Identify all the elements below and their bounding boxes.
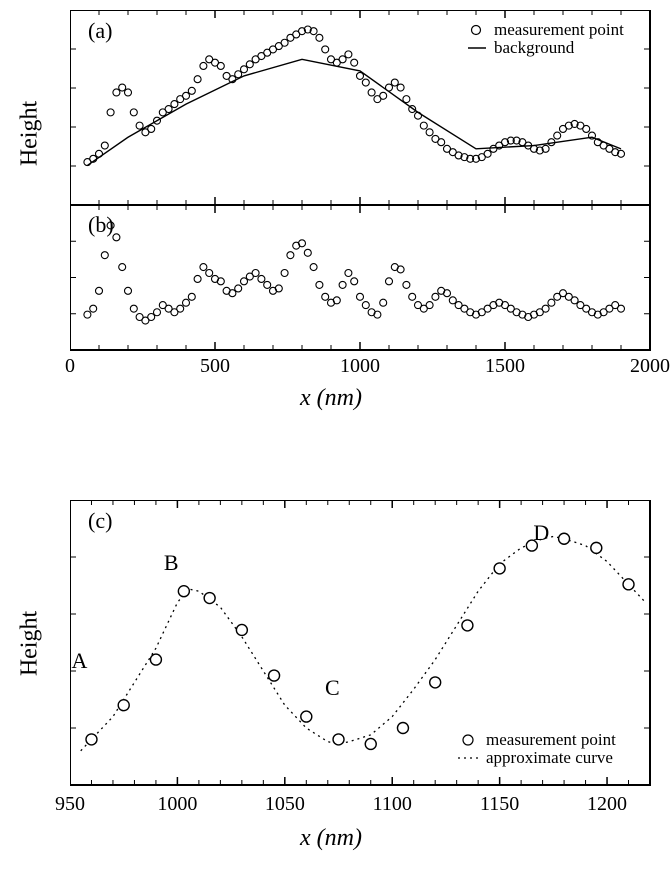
xtick-label: 500 xyxy=(193,355,237,378)
xtick-label: 1500 xyxy=(483,355,527,378)
panel-a-legend xyxy=(468,26,486,49)
xtick-label: 1200 xyxy=(582,793,632,816)
xtick-label: 1150 xyxy=(475,793,525,816)
y-axis-label-bottom: Height xyxy=(17,594,44,694)
point-label-b: B xyxy=(164,550,179,576)
legend-c-measurement: measurement point xyxy=(486,730,616,750)
xtick-label: 1050 xyxy=(260,793,310,816)
xtick-label: 1000 xyxy=(152,793,202,816)
xtick-label: 1100 xyxy=(367,793,417,816)
x-axis-label-bottom: x (nm) xyxy=(300,825,362,852)
panel-b-label: (b) xyxy=(88,212,114,238)
figure-bottom: Height (c) measurement point approximate… xyxy=(0,490,672,890)
xtick-label: 2000 xyxy=(628,355,672,378)
figure-top: Height (a) measurement point background … xyxy=(0,0,672,440)
xtick-label: 1000 xyxy=(338,355,382,378)
panel-a-label: (a) xyxy=(88,18,112,44)
point-label-d: D xyxy=(533,520,549,546)
panel-b-svg xyxy=(70,205,660,355)
panel-c-label: (c) xyxy=(88,508,112,534)
xtick-label: 0 xyxy=(48,355,92,378)
legend-c-approx: approximate curve xyxy=(486,748,613,768)
point-label-c: C xyxy=(325,675,340,701)
x-axis-label-top: x (nm) xyxy=(300,385,362,412)
xtick-label: 950 xyxy=(45,793,95,816)
point-label-a: A xyxy=(71,648,87,674)
legend-a-background: background xyxy=(494,38,574,58)
y-axis-label-top: Height xyxy=(17,84,44,184)
legend-a-measurement: measurement point xyxy=(494,20,624,40)
panel-c-legend xyxy=(458,735,480,758)
